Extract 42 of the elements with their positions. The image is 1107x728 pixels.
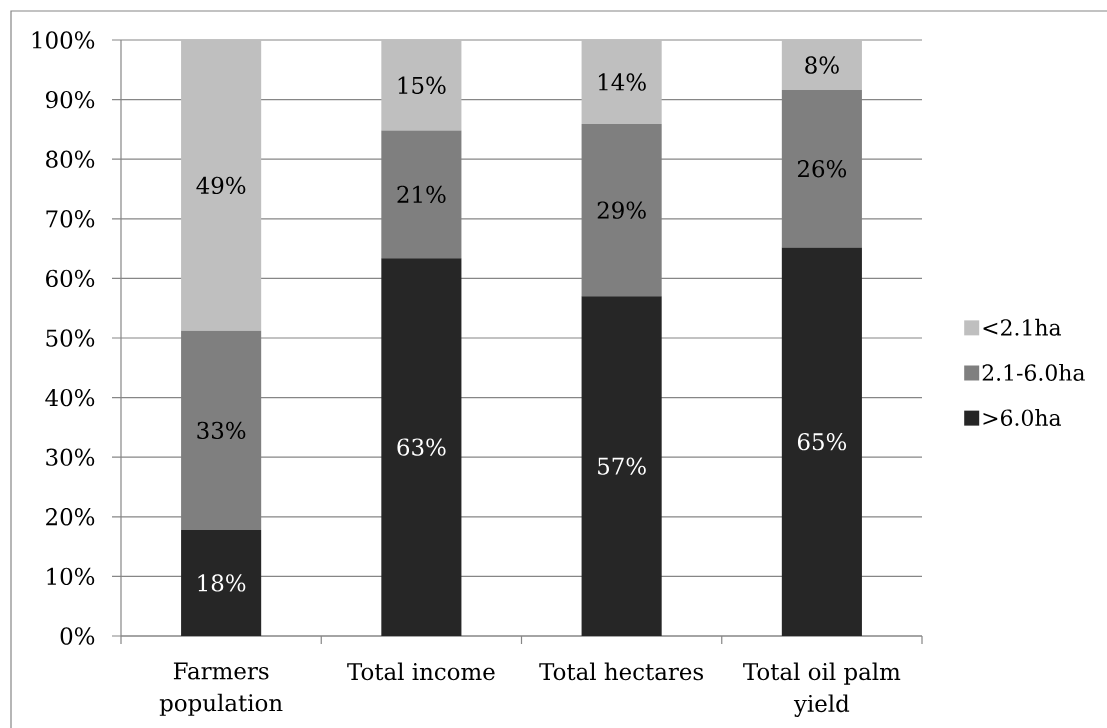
y-tick-label: 60%: [46, 269, 95, 288]
data-label: 18%: [198, 574, 246, 592]
bar: [381, 258, 462, 636]
data-label: 26%: [797, 160, 847, 178]
x-tick-label: Total income: [347, 662, 495, 681]
data-label: 8%: [805, 56, 839, 74]
x-tick-label: Total hectares: [539, 662, 703, 681]
bar: [381, 39, 462, 131]
legend-label: >6.0ha: [983, 409, 1061, 427]
data-label: 15%: [398, 76, 446, 94]
legend-label: 2.1-6.0ha: [982, 363, 1085, 381]
y-tick-label: 10%: [47, 567, 95, 586]
y-tick-label: 90%: [45, 90, 95, 109]
bar: [381, 130, 462, 259]
bar: [581, 39, 662, 125]
y-tick-label: 50%: [46, 329, 95, 347]
bar: [181, 330, 262, 530]
bar: [781, 90, 862, 248]
data-label: 14%: [598, 73, 646, 91]
y-tick-label: 20%: [46, 508, 95, 526]
bar: [781, 247, 862, 636]
data-label: 63%: [397, 438, 446, 456]
data-label: 49%: [196, 176, 246, 195]
x-tick-label: Total oil palm yield: [743, 662, 901, 717]
x-tick-label: Farmers population: [159, 662, 283, 716]
y-tick-label: 100%: [32, 31, 95, 49]
y-tick-label: 40%: [45, 388, 95, 407]
bar: [181, 39, 262, 331]
data-label: 33%: [197, 421, 246, 440]
bar: [581, 296, 662, 636]
y-tick-label: 0%: [60, 627, 95, 645]
y-tick-label: 70%: [46, 210, 95, 228]
y-tick-label: 30%: [46, 448, 95, 466]
data-label: 57%: [598, 457, 646, 475]
bar: [181, 529, 262, 636]
legend-label: <2.1ha: [983, 318, 1061, 336]
data-label: 29%: [597, 201, 646, 219]
data-label: 65%: [797, 433, 847, 451]
y-tick-label: 80%: [46, 150, 95, 168]
bar: [581, 124, 662, 297]
bar: [781, 39, 862, 91]
data-label: 21%: [397, 185, 446, 204]
